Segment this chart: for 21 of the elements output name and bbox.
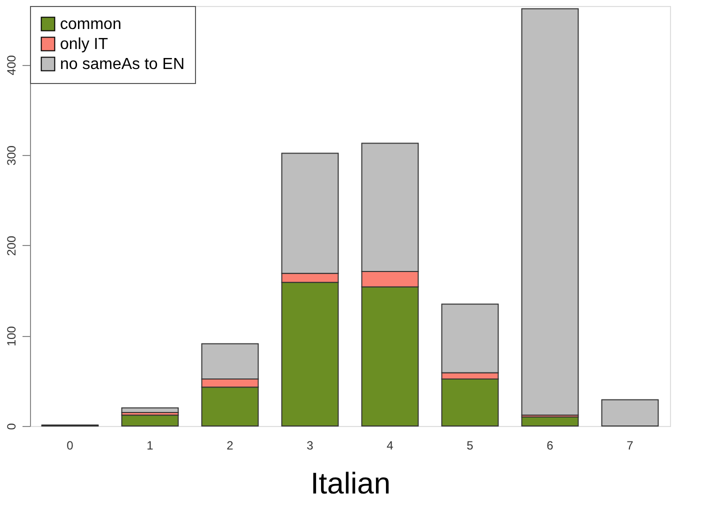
bar [121,414,179,426]
x-tick-label: 6 [546,438,554,452]
y-tick-label: 200 [4,236,18,256]
legend-label: only IT [60,36,108,53]
y-tick-label: 300 [4,145,18,166]
x-tick-label: 0 [66,438,74,452]
x-tick-label: 1 [146,438,154,452]
legend-label: common [60,16,122,33]
x-tick-label: 2 [226,438,234,452]
legend-label: no sameAs to EN [60,56,184,73]
bar [601,399,659,426]
x-tick-label: 5 [466,438,474,452]
x-tick-label: 3 [306,438,314,452]
y-tick-label: 100 [4,326,18,346]
x-tick-label: 4 [386,438,394,452]
y-tick-label: 400 [4,54,18,76]
x-tick-label: 7 [626,438,634,452]
bar [521,8,579,416]
x-axis-title: Italian [310,468,391,500]
y-tick-label: 0 [4,422,18,430]
bar [121,407,179,413]
